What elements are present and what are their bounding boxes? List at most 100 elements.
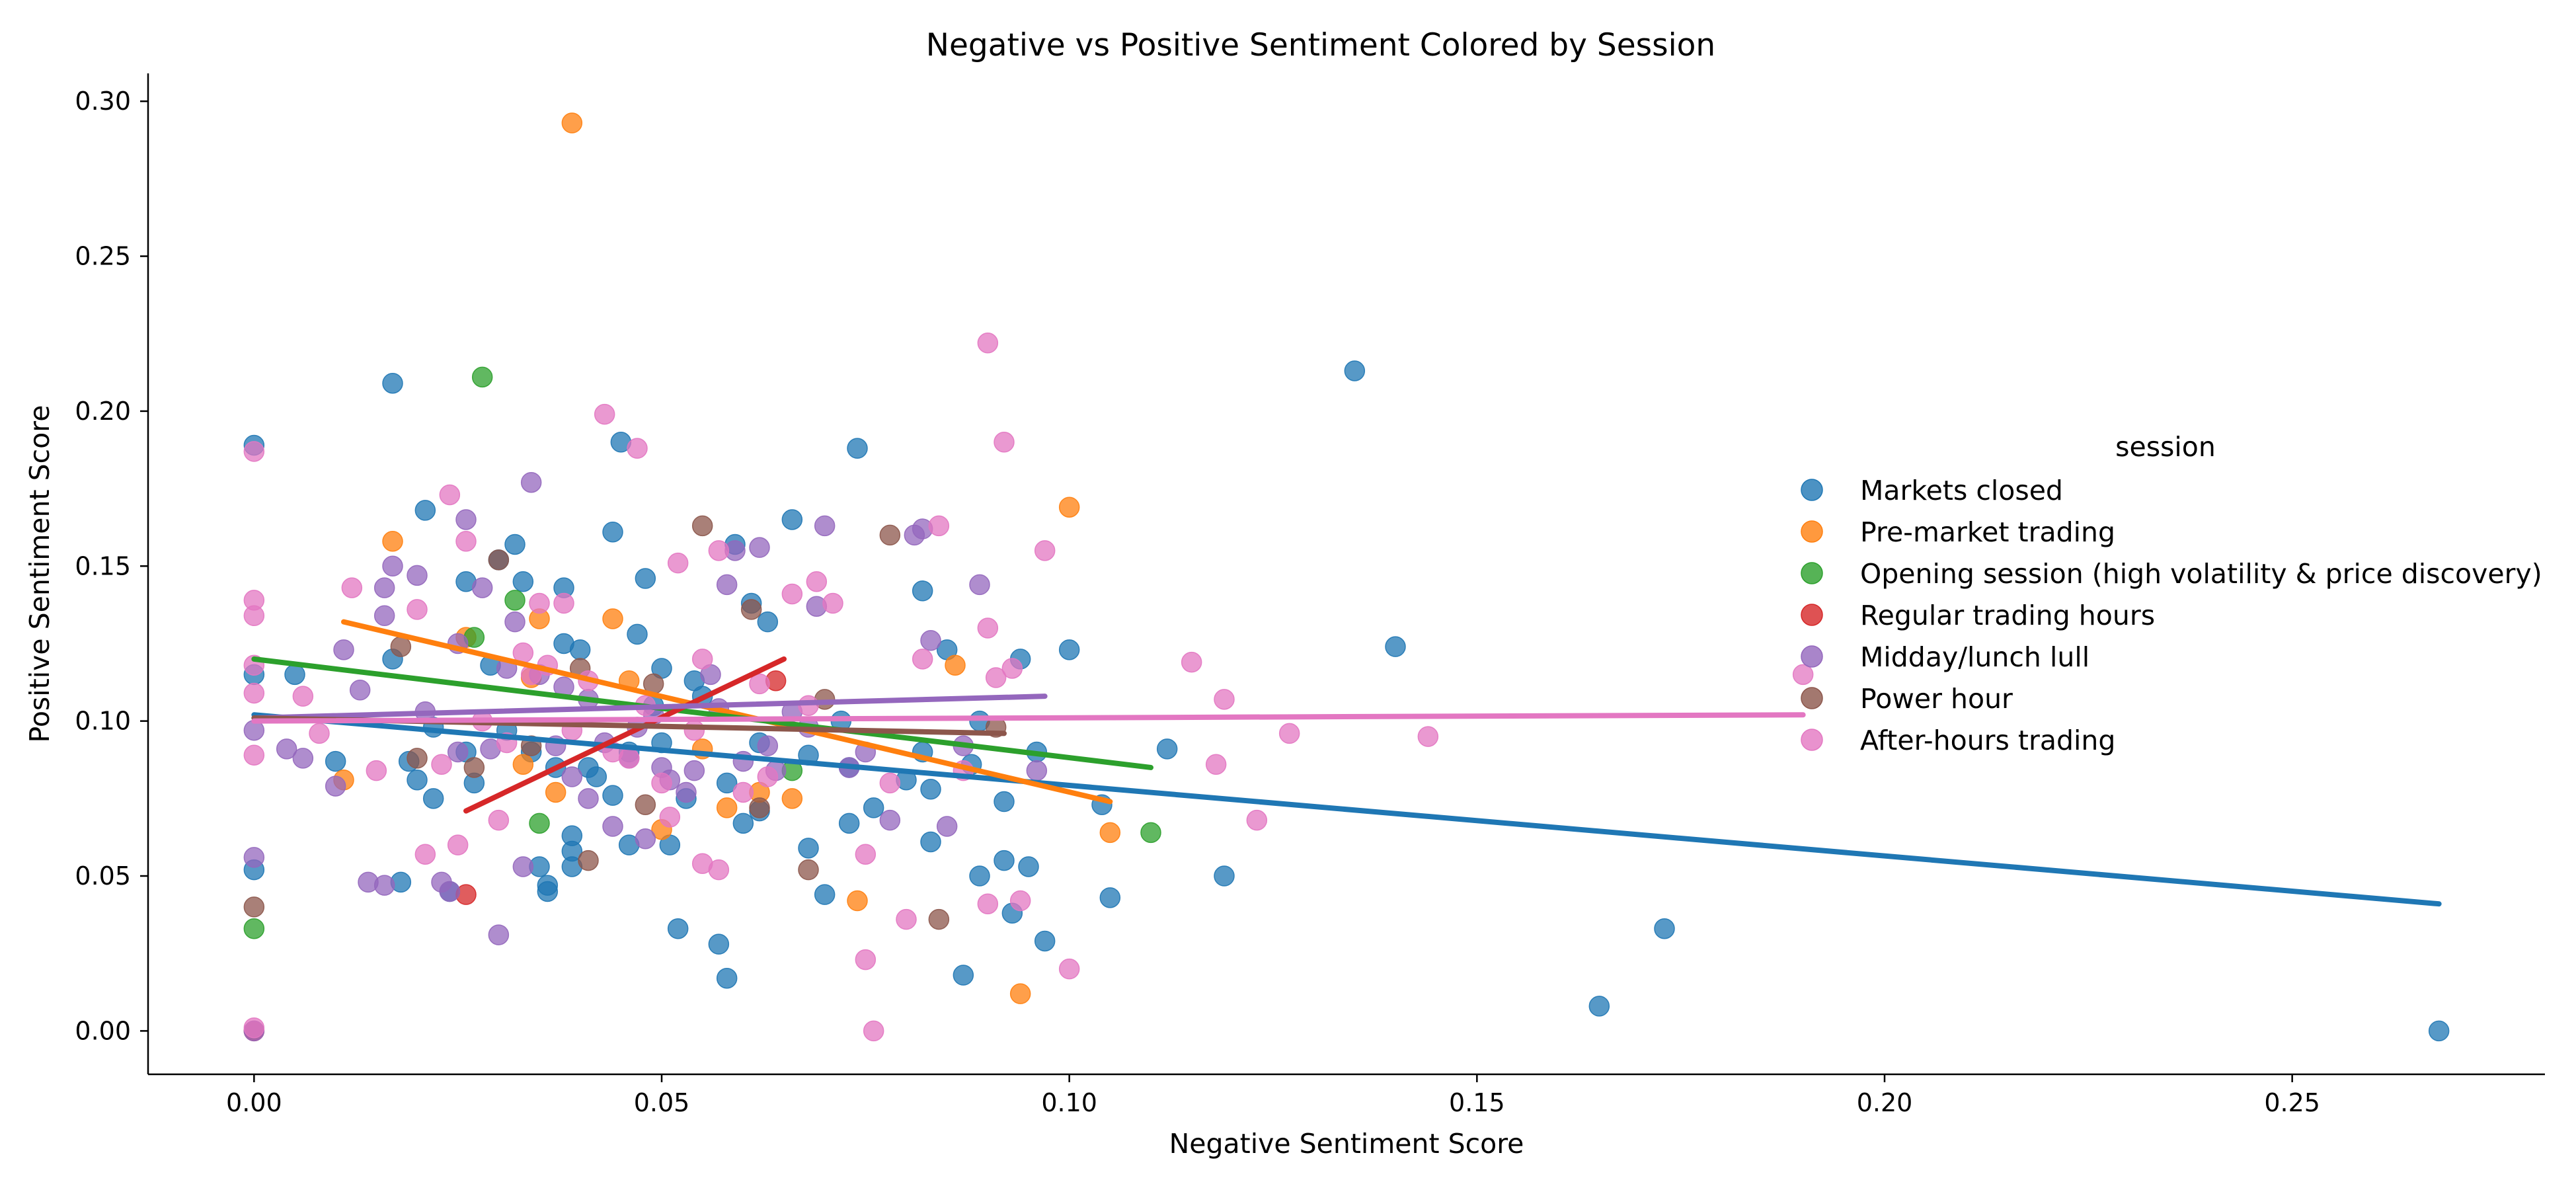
data-point (333, 639, 354, 660)
data-point (1034, 540, 1056, 561)
legend: session Markets closed Pre-market trading… (1801, 431, 2542, 756)
data-point (635, 828, 656, 850)
data-point (659, 807, 681, 828)
legend-marker (1801, 687, 1823, 709)
data-point (920, 630, 941, 651)
data-point (781, 509, 803, 530)
legend-label: Regular trading hours (1860, 600, 2155, 631)
data-point (781, 788, 803, 809)
data-point (732, 813, 754, 834)
x-ticks: 0.00 0.05 0.10 0.15 0.20 0.25 (226, 1074, 2320, 1117)
series-2-trend-line (251, 656, 1153, 770)
data-point (569, 639, 591, 660)
legend-item: Markets closed (1801, 475, 2063, 506)
series-1-trend-line (341, 619, 1113, 805)
data-point (463, 757, 485, 778)
data-point (578, 788, 599, 809)
data-point (243, 1017, 265, 1039)
data-point (561, 112, 583, 134)
data-point (1058, 639, 1080, 660)
data-point (627, 623, 648, 645)
data-point (594, 403, 615, 425)
data-point (749, 673, 770, 695)
data-point (504, 611, 526, 633)
data-point (1099, 887, 1121, 908)
data-point (749, 537, 770, 558)
legend-label: Opening session (high volatility & price… (1860, 558, 2542, 590)
data-point (635, 568, 656, 589)
trend-layer (251, 619, 2442, 907)
data-point (578, 850, 599, 871)
data-point (1654, 918, 1675, 939)
series-6-trend-line (251, 712, 1806, 724)
data-point (1344, 360, 1366, 381)
data-point (1205, 754, 1227, 775)
data-point (488, 549, 510, 571)
data-point (994, 791, 1015, 813)
data-point (529, 592, 550, 614)
data-point (373, 875, 395, 896)
data-point (838, 813, 860, 834)
data-point (879, 772, 901, 794)
data-point (879, 524, 901, 546)
data-point (407, 565, 428, 586)
data-point (529, 813, 550, 834)
data-point (798, 859, 819, 881)
data-point (683, 760, 705, 781)
data-point (504, 590, 526, 611)
data-point (602, 521, 623, 543)
data-point (382, 372, 403, 394)
data-point (414, 844, 436, 865)
data-point (292, 686, 314, 707)
data-point (757, 766, 779, 787)
data-point (488, 809, 510, 831)
data-point (439, 484, 461, 506)
data-point (602, 816, 623, 837)
legend-label: After-hours trading (1860, 725, 2115, 756)
data-point (708, 933, 730, 955)
data-point (292, 748, 314, 769)
data-point (667, 552, 689, 574)
x-tick-label: 0.05 (634, 1088, 690, 1117)
data-point (512, 754, 534, 775)
y-tick-label: 0.05 (75, 861, 131, 891)
legend-label: Midday/lunch lull (1860, 641, 2089, 673)
legend-label: Markets closed (1860, 475, 2063, 506)
data-point (920, 831, 941, 853)
data-point (1034, 930, 1056, 952)
data-point (985, 667, 1007, 688)
data-point (243, 744, 265, 766)
legend-item: Opening session (high volatility & price… (1801, 558, 2542, 590)
data-point (977, 893, 999, 914)
data-point (471, 577, 493, 598)
data-point (969, 574, 990, 596)
y-tick-label: 0.15 (75, 551, 131, 580)
legend-item: After-hours trading (1801, 725, 2115, 756)
data-point (553, 592, 574, 614)
data-point (928, 908, 950, 930)
data-point (243, 918, 265, 939)
y-tick-label: 0.20 (75, 397, 131, 426)
data-point (969, 865, 990, 887)
data-point (691, 515, 713, 537)
data-point (855, 949, 877, 971)
data-point (1278, 723, 1300, 744)
data-point (1246, 809, 1268, 831)
legend-label: Pre-market trading (1860, 516, 2115, 548)
data-point (349, 680, 371, 701)
data-point (847, 890, 868, 912)
data-point (504, 534, 526, 555)
y-tick-label: 0.10 (75, 707, 131, 736)
data-point (863, 1020, 884, 1042)
x-tick-label: 0.15 (1449, 1088, 1505, 1117)
data-point (1588, 996, 1610, 1017)
legend-marker (1801, 604, 1823, 626)
data-point (1099, 822, 1121, 844)
x-tick-label: 0.00 (226, 1088, 282, 1117)
plot-area (243, 112, 2450, 1042)
data-point (879, 809, 901, 831)
data-point (757, 735, 779, 756)
data-point (1026, 760, 1048, 781)
data-point (471, 366, 493, 388)
legend-marker (1801, 479, 1823, 501)
